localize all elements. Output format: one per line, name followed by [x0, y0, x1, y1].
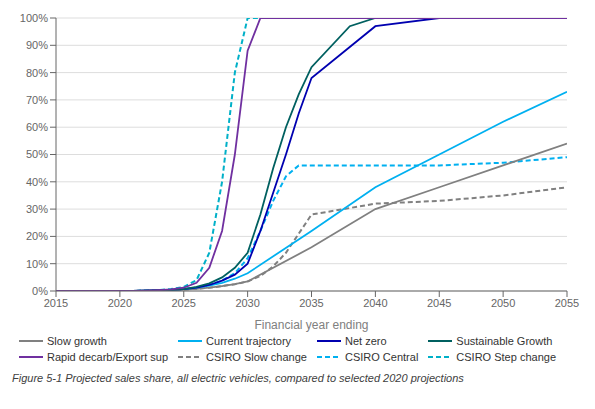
html-text:Net zero: Net zero	[345, 335, 387, 347]
svg-text:20%: 20%	[26, 230, 48, 242]
html-text:CSIRO Slow change: CSIRO Slow change	[206, 351, 307, 363]
svg-text:70%: 70%	[26, 94, 48, 106]
svg-text:40%: 40%	[26, 176, 48, 188]
svg-text:90%: 90%	[26, 39, 48, 51]
svg-text:2040: 2040	[363, 297, 387, 309]
svg-text:2030: 2030	[235, 297, 259, 309]
svg-text:Financial year ending: Financial year ending	[254, 318, 368, 332]
html-text:Current trajectory: Current trajectory	[206, 335, 292, 347]
svg-text:50%: 50%	[26, 148, 48, 160]
svg-text:80%: 80%	[26, 67, 48, 79]
svg-text:2015: 2015	[44, 297, 68, 309]
svg-text:0%: 0%	[32, 285, 48, 297]
svg-text:10%: 10%	[26, 258, 48, 270]
svg-text:2050: 2050	[491, 297, 515, 309]
html-text:Sustainable Growth: Sustainable Growth	[456, 335, 553, 347]
svg-text:2020: 2020	[108, 297, 132, 309]
svg-text:60%: 60%	[26, 121, 48, 133]
svg-text:100%: 100%	[20, 12, 48, 24]
html-text:Figure 5-1 Projected sales sha: Figure 5-1 Projected sales share, all el…	[12, 372, 464, 384]
svg-text:2035: 2035	[299, 297, 323, 309]
html-text:CSIRO Step change: CSIRO Step change	[456, 351, 556, 363]
html-text:Rapid decarb/Export sup: Rapid decarb/Export sup	[47, 351, 169, 363]
svg-text:2025: 2025	[172, 297, 196, 309]
html-text:Slow growth: Slow growth	[47, 335, 107, 347]
html-text:CSIRO Central: CSIRO Central	[345, 351, 419, 363]
svg-text:30%: 30%	[26, 203, 48, 215]
svg-text:2055: 2055	[555, 297, 579, 309]
svg-text:2045: 2045	[427, 297, 451, 309]
